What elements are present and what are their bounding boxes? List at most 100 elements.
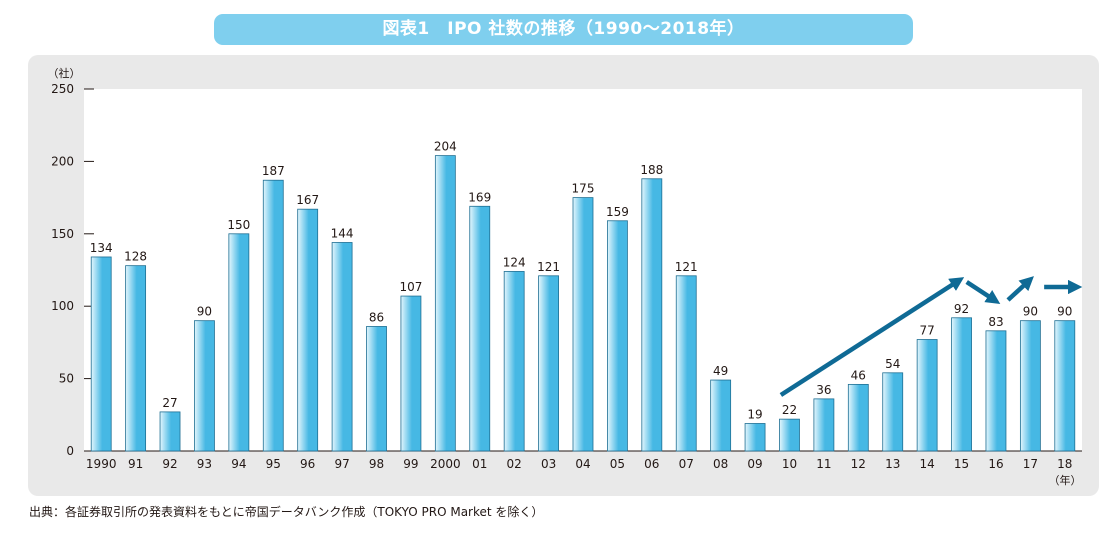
x-tick-label-95: 95 (266, 457, 281, 471)
x-tick-label-16: 16 (988, 457, 1003, 471)
x-tick-label-15: 15 (954, 457, 969, 471)
y-tick-label: 50 (59, 372, 74, 386)
data-label-16: 83 (988, 315, 1003, 329)
x-tick-label-11: 11 (816, 457, 831, 471)
y-axis-unit-label: （社） (48, 66, 81, 80)
x-tick-label-99: 99 (403, 457, 418, 471)
x-tick-label-96: 96 (300, 457, 315, 471)
x-axis-unit-label: （年） (1049, 473, 1082, 487)
bar-92 (159, 411, 181, 452)
bar-14 (916, 339, 938, 452)
data-label-18: 90 (1057, 305, 1072, 319)
data-label-15: 92 (954, 302, 969, 316)
bar-93 (194, 320, 215, 452)
x-tick-label-18: 18 (1057, 457, 1072, 471)
source-note: 出典：各証券取引所の発表資料をもとに帝国データバンク作成（TOKYO PRO M… (29, 505, 544, 519)
y-tick-label: 250 (51, 82, 74, 96)
data-label-2000: 204 (434, 140, 457, 154)
data-label-96: 167 (296, 193, 319, 207)
x-tick-label-10: 10 (782, 457, 797, 471)
chart-title: 図表1 IPO 社数の推移（1990～2018年） (382, 19, 745, 39)
x-tick-label-02: 02 (507, 457, 522, 471)
bar-13 (882, 372, 904, 452)
bar-06 (641, 178, 663, 452)
x-tick-label-07: 07 (679, 457, 694, 471)
x-tick-label-97: 97 (334, 457, 349, 471)
x-tick-label-13: 13 (885, 457, 900, 471)
data-label-1990: 134 (90, 241, 113, 255)
bar-95 (262, 179, 284, 452)
bar-91 (125, 265, 147, 452)
bar-11 (813, 398, 835, 452)
data-label-06: 188 (640, 163, 663, 177)
data-label-03: 121 (537, 260, 560, 274)
bar-12 (847, 383, 869, 452)
bar-98 (366, 326, 387, 452)
x-tick-label-1990: 1990 (86, 457, 117, 471)
x-tick-label-01: 01 (472, 457, 487, 471)
data-label-01: 169 (468, 190, 491, 204)
bar-04 (572, 197, 594, 452)
x-tick-label-98: 98 (369, 457, 384, 471)
trend-arrow-1 (779, 277, 965, 397)
y-tick-label: 150 (51, 227, 74, 241)
data-label-08: 49 (713, 364, 728, 378)
data-label-10: 22 (782, 403, 797, 417)
data-label-94: 150 (227, 218, 250, 232)
y-tick-label: 0 (66, 444, 74, 458)
bar-07 (675, 275, 697, 452)
x-tick-label-94: 94 (231, 457, 246, 471)
bar-94 (228, 233, 250, 452)
data-label-09: 19 (747, 407, 762, 421)
bar-05 (607, 220, 628, 452)
data-label-93: 90 (197, 305, 212, 319)
data-label-99: 107 (399, 280, 422, 294)
data-label-07: 121 (675, 260, 698, 274)
bar-2000 (434, 155, 456, 452)
data-label-97: 144 (331, 226, 354, 240)
x-tick-label-91: 91 (128, 457, 143, 471)
x-tick-label-08: 08 (713, 457, 728, 471)
trend-arrow-3 (1006, 276, 1034, 302)
data-label-05: 159 (606, 205, 629, 219)
y-tick-label: 100 (51, 299, 74, 313)
data-label-12: 46 (851, 368, 866, 382)
data-label-17: 90 (1023, 305, 1038, 319)
x-tick-label-12: 12 (851, 457, 866, 471)
data-label-92: 27 (162, 396, 177, 410)
bar-16 (985, 330, 1007, 452)
x-tick-label-03: 03 (541, 457, 556, 471)
data-label-95: 187 (262, 164, 285, 178)
data-label-98: 86 (369, 310, 384, 324)
x-tick-label-05: 05 (610, 457, 625, 471)
bar-08 (710, 379, 732, 452)
bar-02 (503, 271, 525, 452)
bar-96 (297, 208, 319, 452)
bar-10 (779, 418, 800, 452)
x-tick-label-92: 92 (162, 457, 177, 471)
bar-97 (331, 242, 353, 452)
data-label-91: 128 (124, 250, 147, 264)
data-label-04: 175 (572, 182, 595, 196)
bar-01 (469, 205, 491, 452)
bar-1990 (90, 256, 112, 452)
x-tick-label-2000: 2000 (430, 457, 461, 471)
chart-title-bar: 図表1 IPO 社数の推移（1990～2018年） (214, 14, 913, 45)
data-label-13: 54 (885, 357, 900, 371)
x-tick-label-06: 06 (644, 457, 659, 471)
y-tick-label: 200 (51, 154, 74, 168)
trend-arrow-2 (965, 280, 1001, 304)
bar-09 (744, 423, 766, 452)
bar-18 (1054, 320, 1076, 452)
x-tick-label-17: 17 (1023, 457, 1038, 471)
data-label-11: 36 (816, 383, 831, 397)
x-tick-label-09: 09 (747, 457, 762, 471)
x-tick-label-93: 93 (197, 457, 212, 471)
bar-17 (1019, 320, 1041, 452)
data-label-02: 124 (503, 255, 526, 269)
x-tick-label-04: 04 (575, 457, 590, 471)
x-tick-label-14: 14 (919, 457, 934, 471)
data-label-14: 77 (919, 324, 934, 338)
bar-99 (400, 295, 422, 452)
